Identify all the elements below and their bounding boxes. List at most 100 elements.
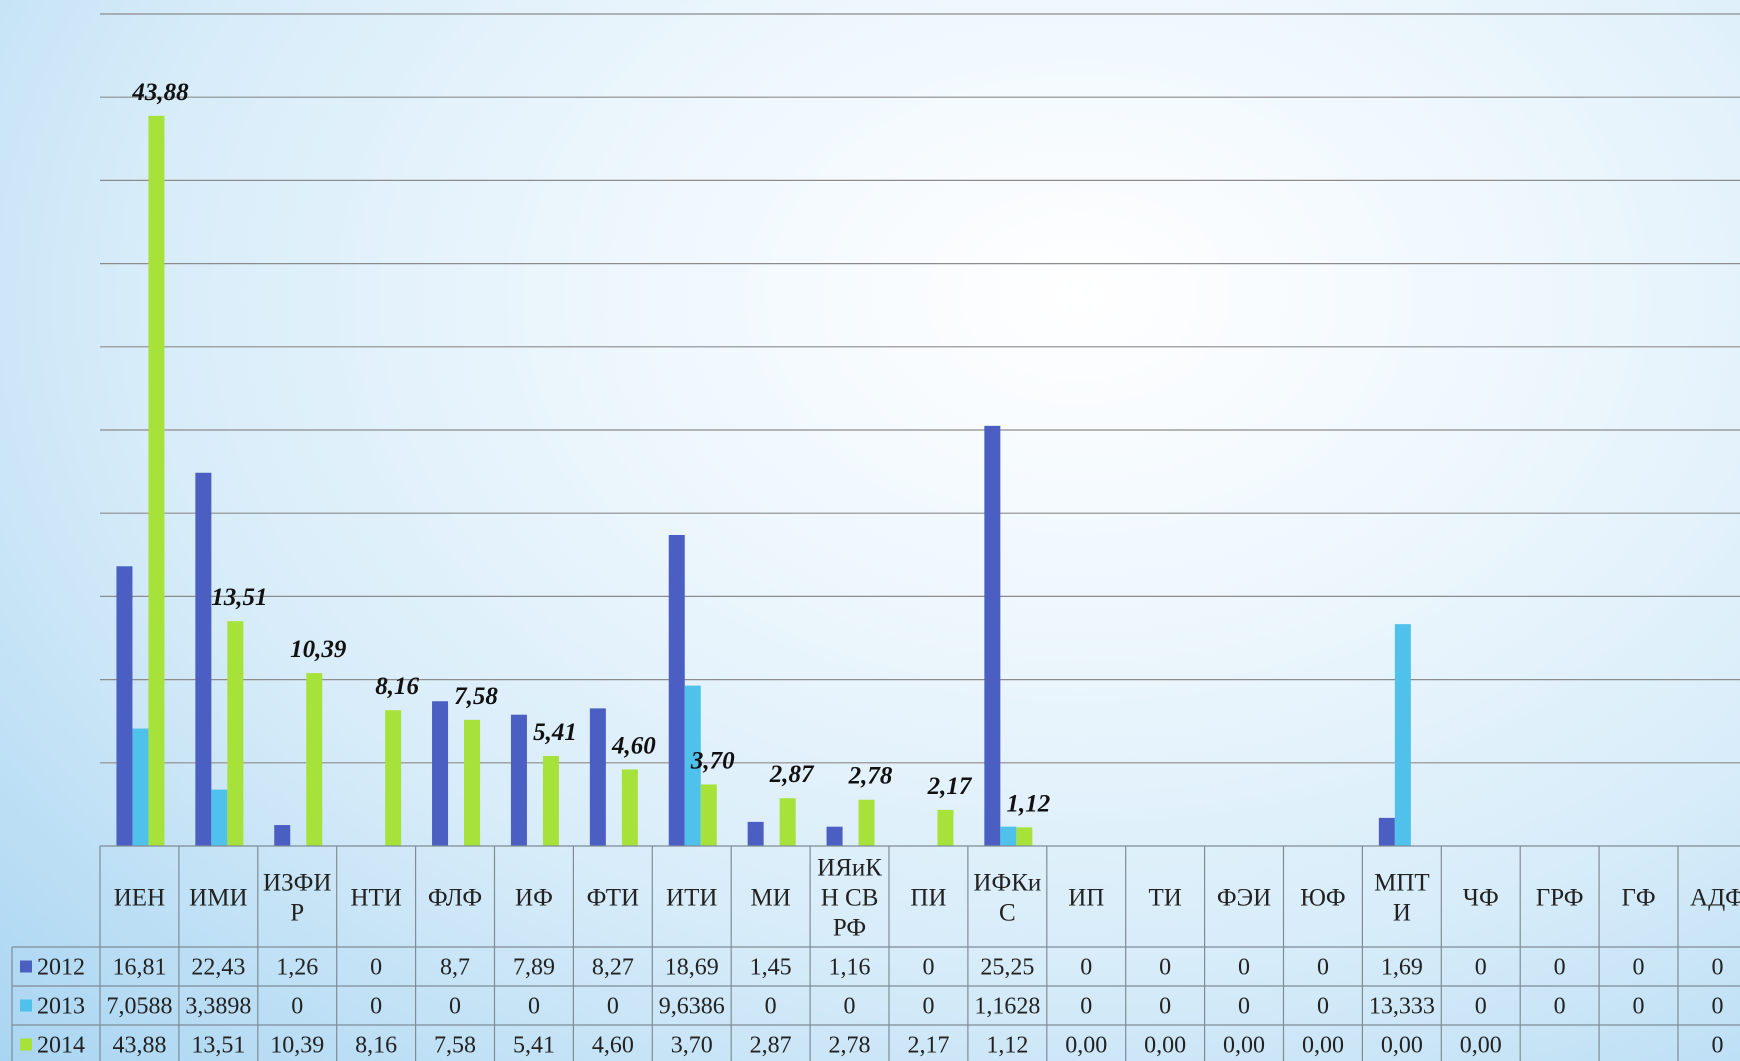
table-cell: 2,87 xyxy=(750,1033,792,1059)
table-cell: 2,78 xyxy=(829,1033,871,1059)
data-label: 3,70 xyxy=(690,747,735,774)
table-cell: 0,00 xyxy=(1381,1033,1423,1059)
table-cell: 9,6386 xyxy=(659,994,725,1020)
table-cell: 1,12 xyxy=(986,1033,1028,1059)
table-cell: 0 xyxy=(922,994,934,1020)
table-cell: 8,7 xyxy=(440,955,470,981)
bar-2014-7 xyxy=(700,784,717,846)
data-label: 7,58 xyxy=(454,683,498,710)
table-cell: 4,60 xyxy=(592,1033,634,1059)
table-cell: 0 xyxy=(1711,994,1723,1020)
table-cell: 0 xyxy=(1554,994,1566,1020)
table-cell: 5,41 xyxy=(513,1033,555,1059)
data-labels: 43,88 13,51 10,39 8,16 7,58 5,41 4,60 3,70 2,87 2… xyxy=(131,79,1050,818)
bar-2012-11 xyxy=(984,425,1001,846)
table-cell: 18,69 xyxy=(665,955,719,981)
table-cell: 0,00 xyxy=(1460,1033,1502,1059)
table-cell: 0 xyxy=(1080,994,1092,1020)
table-cell: 0 xyxy=(370,955,382,981)
category-label: ФТИ xyxy=(587,885,639,912)
category-label: ЧФ xyxy=(1463,885,1499,912)
category-label: МИ xyxy=(751,885,791,912)
bar-2012-6 xyxy=(589,708,606,846)
category-label: ГРФ xyxy=(1536,885,1584,912)
bars xyxy=(116,115,1411,847)
table-cell: 0,00 xyxy=(1223,1033,1265,1059)
category-label: РФ xyxy=(833,915,866,942)
category-label: ТИ xyxy=(1148,885,1181,912)
table-cell: 0 xyxy=(1238,994,1250,1020)
table-cell: 7,0588 xyxy=(106,994,172,1020)
table-cell: 0 xyxy=(1238,955,1250,981)
bar-2012-7 xyxy=(668,534,685,846)
table-cell: 0 xyxy=(1633,994,1645,1020)
table-cell: 1,69 xyxy=(1381,955,1423,981)
data-label: 4,60 xyxy=(611,732,656,759)
category-label: ИФКи xyxy=(973,870,1041,897)
table-cell: 7,89 xyxy=(513,955,555,981)
series-name-2013: 2013 xyxy=(37,994,85,1020)
series-2014 xyxy=(148,115,1033,847)
table-cell: 0 xyxy=(922,955,934,981)
table-cell: 0 xyxy=(1554,955,1566,981)
bar-2012-8 xyxy=(747,821,764,846)
bar-2013-11 xyxy=(1000,826,1017,846)
bar-2014-4 xyxy=(464,719,481,846)
category-label: НТИ xyxy=(350,885,401,912)
bar-2014-5 xyxy=(542,755,559,846)
bar-2012-5 xyxy=(510,714,527,846)
bar-2014-6 xyxy=(621,769,638,846)
table-cell: 0 xyxy=(528,994,540,1020)
category-label: ЮФ xyxy=(1300,885,1345,912)
table-cell: 13,333 xyxy=(1369,994,1435,1020)
table-cell: 7,58 xyxy=(434,1033,476,1059)
table-cell: 0 xyxy=(291,994,303,1020)
bar-2013-16 xyxy=(1394,624,1411,846)
bar-2012-1 xyxy=(195,472,212,846)
table-cell: 10,39 xyxy=(270,1033,324,1059)
bar-2012-0 xyxy=(116,566,133,846)
data-label: 2,78 xyxy=(848,763,893,790)
bar-2014-3 xyxy=(385,710,402,846)
table-cell: 0 xyxy=(1080,955,1092,981)
series-2012 xyxy=(116,425,1395,846)
category-label: Р xyxy=(290,900,304,927)
bar-2014-8 xyxy=(779,798,796,846)
bar-2012-9 xyxy=(826,826,843,846)
table-cell: 0 xyxy=(1317,955,1329,981)
table-cell: 22,43 xyxy=(191,955,245,981)
series-name-2012: 2012 xyxy=(37,955,85,981)
data-label: 5,41 xyxy=(533,719,577,746)
table-cell: 0 xyxy=(765,994,777,1020)
table-cell: 1,1628 xyxy=(974,994,1040,1020)
category-label: ИМИ xyxy=(189,885,247,912)
data-label: 2,17 xyxy=(927,773,973,800)
category-label: ФЭИ xyxy=(1217,885,1271,912)
bar-2013-1 xyxy=(211,789,228,846)
series-2013 xyxy=(132,624,1411,846)
table-cell: 0,00 xyxy=(1302,1033,1344,1059)
legend-key-2013 xyxy=(20,999,32,1012)
category-label: Н СВ xyxy=(821,885,879,912)
category-label: МПТ xyxy=(1374,870,1430,897)
category-label: ИТИ xyxy=(666,885,717,912)
bar-2013-0 xyxy=(132,728,149,846)
table-cell: 3,3898 xyxy=(185,994,251,1020)
table-cell: 0 xyxy=(1475,955,1487,981)
category-label: ФЛФ xyxy=(428,885,482,912)
table-cell: 8,16 xyxy=(355,1033,397,1059)
category-label: И xyxy=(1393,900,1411,927)
bar-2013-7 xyxy=(684,685,701,846)
data-label: 10,39 xyxy=(290,636,347,663)
category-label: ИЗФИ xyxy=(263,870,331,897)
category-label: ПИ xyxy=(910,885,946,912)
table-cell: 0,00 xyxy=(1144,1033,1186,1059)
bar-2012-2 xyxy=(274,825,291,846)
table-cell: 16,81 xyxy=(112,955,166,981)
table-cell: 25,25 xyxy=(980,955,1034,981)
table-cell: 0 xyxy=(1159,994,1171,1020)
category-label: ГФ xyxy=(1621,885,1655,912)
series-name-2014: 2014 xyxy=(37,1033,85,1059)
